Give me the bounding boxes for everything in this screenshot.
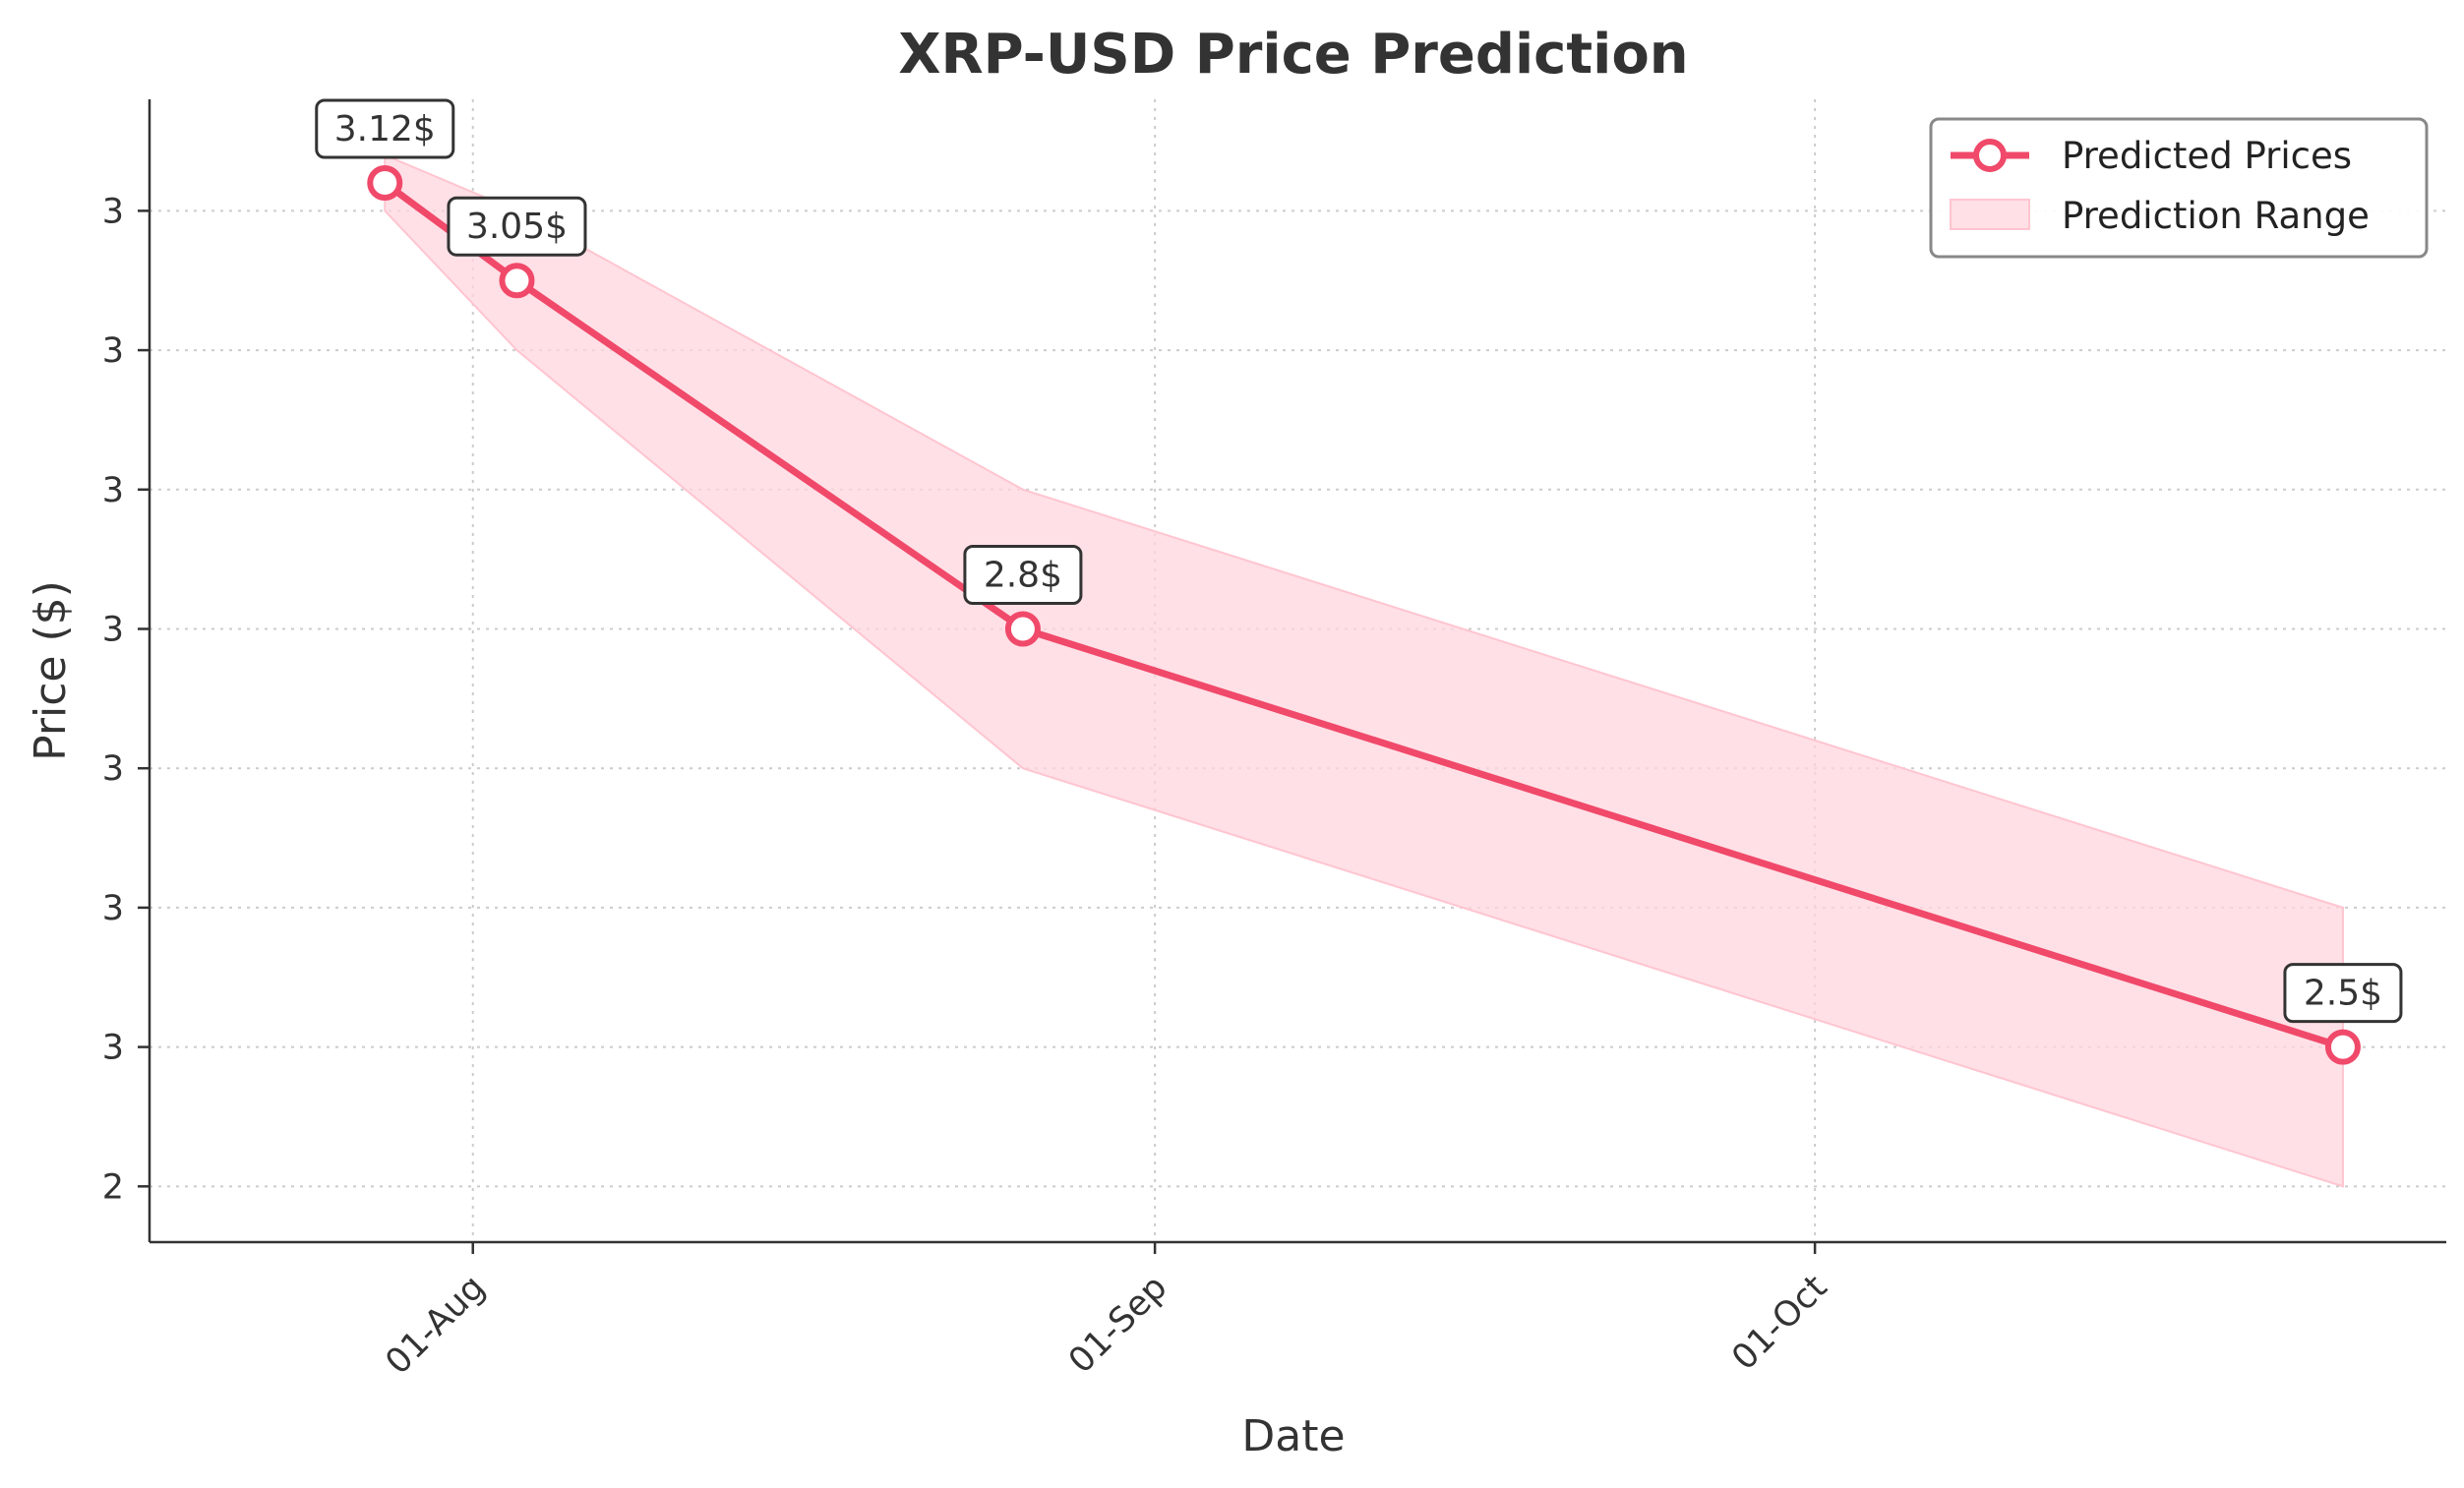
y-tick-label: 3 — [102, 1029, 124, 1068]
data-label: 2.8$ — [984, 555, 1062, 595]
legend-label: Predicted Prices — [2062, 135, 2352, 177]
y-tick-label: 3 — [102, 331, 124, 371]
legend-range-swatch — [1950, 199, 2030, 230]
x-tick-label: 01-Oct — [1724, 1268, 1834, 1378]
prediction-band-layer — [384, 153, 2344, 1188]
legend-marker-swatch — [1973, 139, 2007, 172]
chart-title: XRP-USD Price Prediction — [898, 23, 1688, 87]
y-axis-label: Price ($) — [26, 580, 76, 761]
predicted-price-point — [1004, 611, 1041, 647]
legend-box — [1929, 117, 2429, 259]
prediction-range-band — [384, 153, 2344, 1188]
y-tick-label: 3 — [102, 610, 124, 649]
y-tick-label: 2 — [102, 1167, 124, 1207]
x-tick-label: 01-Aug — [379, 1268, 493, 1382]
data-label-box — [447, 196, 587, 257]
data-label: 2.5$ — [2304, 974, 2382, 1014]
data-labels: 3.12$ 3.05$ 2.8$ 2.5$ — [315, 98, 2403, 1024]
data-label-box — [2283, 963, 2403, 1024]
predicted-price-point — [499, 263, 535, 299]
data-label-box — [315, 98, 455, 159]
legend-label: Prediction Range — [2062, 195, 2370, 237]
x-axis-label: Date — [1241, 1411, 1345, 1461]
data-label: 3.05$ — [466, 207, 568, 247]
data-label: 3.12$ — [334, 109, 436, 149]
y-tick-label: 3 — [102, 192, 124, 231]
data-label-box — [963, 544, 1083, 605]
y-tick-label: 3 — [102, 889, 124, 928]
predicted-price-point — [2324, 1029, 2361, 1065]
legend: Predicted Prices Prediction Range — [1929, 117, 2429, 259]
x-tick-label: 01-Sep — [1061, 1268, 1174, 1381]
predicted-price-point — [367, 165, 403, 202]
y-tick-label: 3 — [102, 471, 124, 510]
y-tick-label: 3 — [102, 749, 124, 789]
